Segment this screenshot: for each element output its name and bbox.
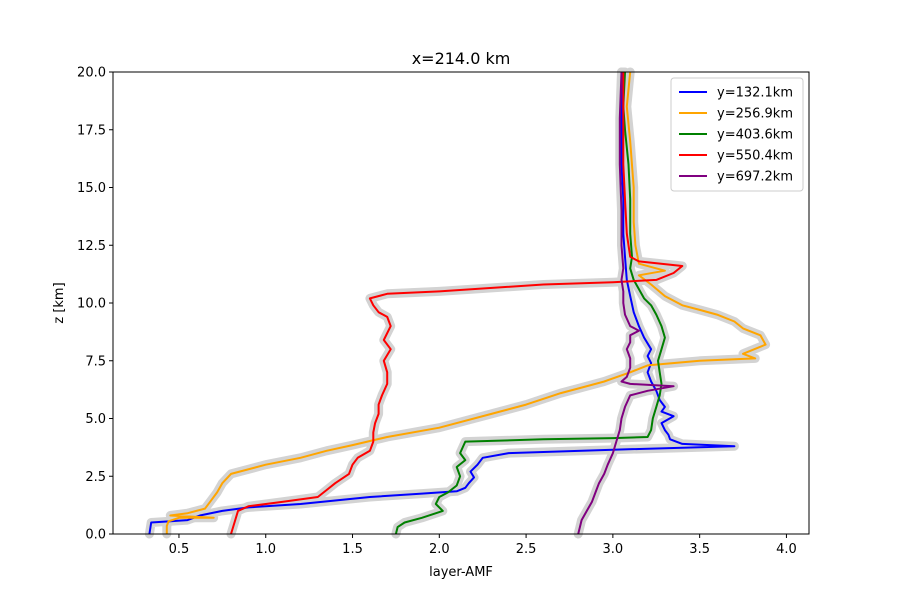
- series-lines: [148, 71, 767, 535]
- legend: y=132.1km y=256.9km y=403.6km y=550.4km y=69…: [670, 77, 804, 192]
- x-tick-label: 3.0: [603, 542, 624, 557]
- legend-label: y=132.1km: [717, 86, 793, 101]
- y-tick-label: 7.5: [85, 354, 106, 369]
- x-axis-label: layer-AMF: [429, 565, 493, 580]
- y-tick-label: 5.0: [85, 412, 106, 427]
- series-line-3: [230, 72, 684, 535]
- legend-label: y=403.6km: [717, 128, 793, 143]
- y-tick-label: 12.5: [77, 239, 106, 254]
- x-tick-label: 2.0: [429, 542, 450, 557]
- chart-title: x=214.0 km: [412, 49, 511, 68]
- y-tick-label: 15.0: [77, 181, 106, 196]
- y-tick-label: 10.0: [77, 297, 106, 312]
- legend-box: [670, 77, 804, 192]
- x-tick-label: 0.5: [169, 542, 190, 557]
- legend-label: y=697.2km: [717, 170, 793, 185]
- y-tick-label: 17.5: [77, 123, 106, 138]
- y-axis-ticks: 0.0 2.5 5.0 7.5 10.0 12.5 15.0 17.5 20.0: [77, 66, 113, 543]
- series-line-4: [577, 71, 675, 535]
- series-line-1: [165, 71, 767, 534]
- y-axis-label: z [km]: [52, 282, 67, 323]
- series-line-0: [148, 72, 736, 535]
- x-tick-label: 3.5: [689, 542, 710, 557]
- y-tick-label: 2.5: [85, 470, 106, 485]
- y-tick-label: 20.0: [77, 66, 106, 81]
- legend-label: y=550.4km: [717, 149, 793, 164]
- x-tick-label: 1.5: [342, 542, 363, 557]
- legend-label: y=256.9km: [717, 107, 793, 122]
- series-line-2: [394, 71, 666, 535]
- x-tick-label: 2.5: [516, 542, 537, 557]
- x-tick-label: 4.0: [776, 542, 797, 557]
- y-tick-label: 0.0: [85, 528, 106, 543]
- x-tick-label: 1.0: [255, 542, 276, 557]
- x-axis-ticks: 0.5 1.0 1.5 2.0 2.5 3.0 3.5 4.0: [169, 534, 797, 557]
